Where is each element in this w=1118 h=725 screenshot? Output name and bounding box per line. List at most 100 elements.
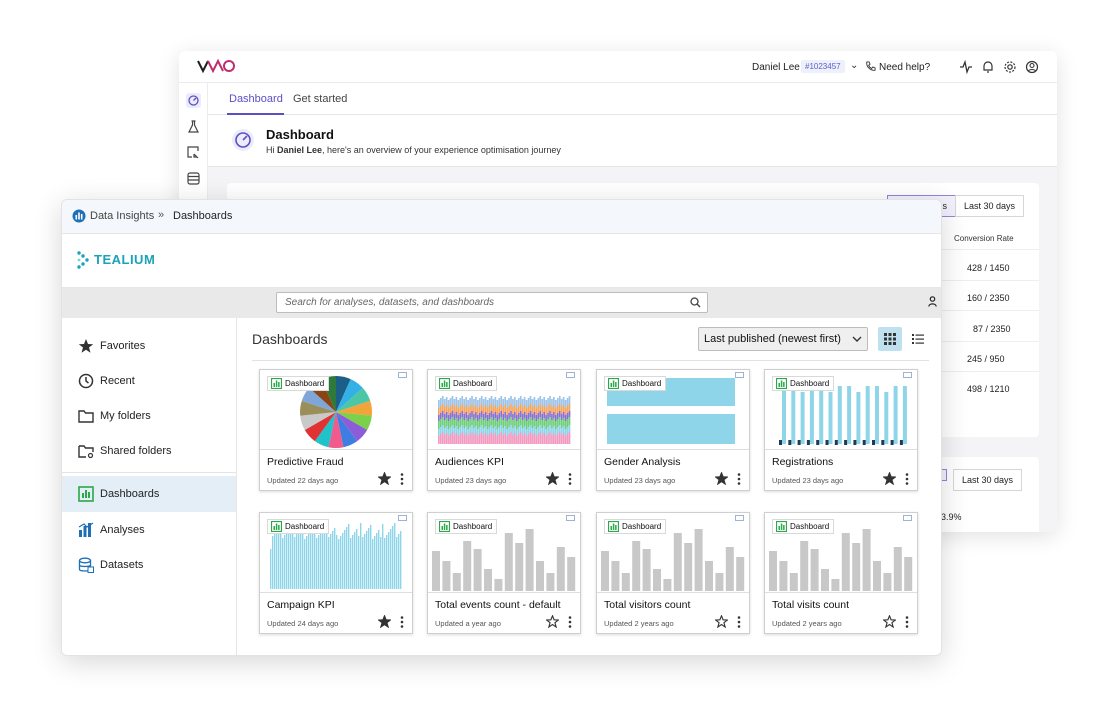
dashboard-card[interactable]: Dashboard Predictive Fraud Updated 22 da… xyxy=(259,369,413,491)
bar xyxy=(800,392,805,444)
range-last-30-days[interactable]: Last 30 days xyxy=(955,195,1025,217)
bar xyxy=(810,549,819,591)
star-filled-icon[interactable] xyxy=(883,472,896,485)
edit-page-icon[interactable] xyxy=(186,145,201,160)
more-options-icon[interactable] xyxy=(568,473,572,485)
dashboard-icon xyxy=(608,378,619,389)
dashboard-card-title[interactable]: Predictive Fraud xyxy=(267,456,344,468)
dashboard-card-updated: Updated 23 days ago xyxy=(604,476,676,485)
table-divider xyxy=(937,341,1039,342)
bar xyxy=(504,533,513,591)
sidebar-item-favorites[interactable]: Favorites xyxy=(62,328,236,364)
stacked-bar-segment xyxy=(517,427,520,434)
dashboard-card[interactable]: Dashboard Gender Analysis Updated 23 day… xyxy=(596,369,750,491)
sidebar-item-analyses[interactable]: Analyses xyxy=(62,512,236,548)
bar xyxy=(893,547,902,591)
dashboard-card-updated: Updated 2 years ago xyxy=(772,619,842,628)
dashboard-card-title[interactable]: Audiences KPI xyxy=(435,456,504,468)
star-outline-icon[interactable] xyxy=(546,615,559,628)
bar xyxy=(360,523,362,589)
more-options-icon[interactable] xyxy=(400,473,404,485)
stacked-bar-segment xyxy=(502,420,505,428)
gauge-icon xyxy=(232,129,254,151)
bar xyxy=(346,527,348,589)
dashboard-card-title[interactable]: Total events count - default xyxy=(435,599,561,611)
bar xyxy=(847,386,852,444)
dashboard-card-title[interactable]: Campaign KPI xyxy=(267,599,335,611)
dashboard-gauge-icon[interactable] xyxy=(186,93,201,108)
stacked-bar-segment xyxy=(549,396,551,404)
star-filled-icon[interactable] xyxy=(378,472,391,485)
gear-icon[interactable] xyxy=(1003,60,1017,74)
dashboard-card[interactable]: Dashboard Total visits count Updated 2 y… xyxy=(764,512,918,634)
flask-icon[interactable] xyxy=(186,119,201,134)
chevron-down-icon[interactable]: ⌄ xyxy=(850,60,859,71)
grid-view-button[interactable] xyxy=(878,327,902,351)
list-view-button[interactable] xyxy=(906,327,930,351)
bar xyxy=(364,534,366,589)
breadcrumb-dashboards: Dashboards xyxy=(173,210,233,222)
stacked-bar-segment xyxy=(566,434,569,444)
stacked-bar-segment xyxy=(545,415,547,421)
search-input[interactable]: Search for analyses, datasets, and dashb… xyxy=(276,292,708,313)
bar xyxy=(902,386,907,444)
more-options-icon[interactable] xyxy=(737,473,741,485)
more-options-icon[interactable] xyxy=(905,473,909,485)
dashboard-card-title[interactable]: Total visits count xyxy=(772,599,850,611)
star-filled-icon[interactable] xyxy=(715,472,728,485)
star-outline-icon[interactable] xyxy=(715,615,728,628)
stacked-bar-segment xyxy=(457,408,460,415)
more-options-icon[interactable] xyxy=(400,616,404,628)
dashboard-thumbnail[interactable] xyxy=(597,513,749,593)
dashboard-card[interactable]: Dashboard Registrations Updated 23 days … xyxy=(764,369,918,491)
stacked-bar-segment xyxy=(521,420,524,428)
bell-icon[interactable] xyxy=(981,60,995,74)
star-filled-icon[interactable] xyxy=(378,615,391,628)
tab-dashboard[interactable]: Dashboard xyxy=(229,93,283,105)
breadcrumb-data-insights[interactable]: Data Insights xyxy=(90,210,155,222)
dashboard-card[interactable]: Dashboard Audiences KPI Updated 23 days … xyxy=(427,369,581,491)
more-options-icon[interactable] xyxy=(737,616,741,628)
star-icon xyxy=(78,339,94,353)
dashboard-card-title[interactable]: Registrations xyxy=(772,456,834,468)
stacked-bar-segment xyxy=(568,425,571,432)
activity-icon[interactable] xyxy=(959,60,973,74)
sort-select[interactable]: Last published (newest first) xyxy=(698,327,868,351)
sidebar-item-datasets[interactable]: Datasets xyxy=(62,547,236,583)
need-help-link[interactable]: Need help? xyxy=(879,62,931,73)
dashboard-card-title[interactable]: Total visitors count xyxy=(604,599,691,611)
bar xyxy=(442,561,451,591)
sidebar-item-label: Datasets xyxy=(100,559,144,571)
dashboard-card[interactable]: Dashboard Campaign KPI Updated 24 days a… xyxy=(259,512,413,634)
dashboard-card[interactable]: Dashboard Total visitors count Updated 2… xyxy=(596,512,750,634)
tab-get-started[interactable]: Get started xyxy=(293,93,348,105)
stacked-bar-segment xyxy=(564,421,567,429)
bar xyxy=(358,536,360,589)
star-filled-icon[interactable] xyxy=(546,472,559,485)
stacked-bar-segment xyxy=(447,436,450,444)
bar xyxy=(632,541,641,591)
sidebar-item-recent[interactable]: Recent xyxy=(62,363,236,399)
account-icon[interactable] xyxy=(1025,60,1039,74)
dashboard-card-title[interactable]: Gender Analysis xyxy=(604,456,681,468)
vwo-user-name[interactable]: Daniel Lee xyxy=(752,62,800,73)
star-outline-icon[interactable] xyxy=(883,615,896,628)
folder-icon xyxy=(78,410,94,423)
bar xyxy=(862,529,871,591)
range-last-30-days-2[interactable]: Last 30 days xyxy=(953,469,1023,491)
stacked-bar-segment xyxy=(543,426,545,433)
user-icon[interactable] xyxy=(928,296,937,307)
bar xyxy=(841,533,850,591)
sidebar-item-dashboards[interactable]: Dashboards xyxy=(62,476,236,512)
pie-slice xyxy=(304,412,336,442)
sidebar-item-my-folders[interactable]: My folders xyxy=(62,398,236,434)
more-options-icon[interactable] xyxy=(568,616,572,628)
stacked-bar-segment xyxy=(502,399,505,407)
dashboard-card[interactable]: Dashboard Total events count - default U… xyxy=(427,512,581,634)
more-options-icon[interactable] xyxy=(905,616,909,628)
database-icon[interactable] xyxy=(186,171,201,186)
dashboard-thumbnail[interactable] xyxy=(428,370,580,450)
search-icon[interactable] xyxy=(690,297,701,308)
dashboard-thumbnail[interactable] xyxy=(260,513,412,593)
sidebar-item-shared-folders[interactable]: Shared folders xyxy=(62,433,236,469)
